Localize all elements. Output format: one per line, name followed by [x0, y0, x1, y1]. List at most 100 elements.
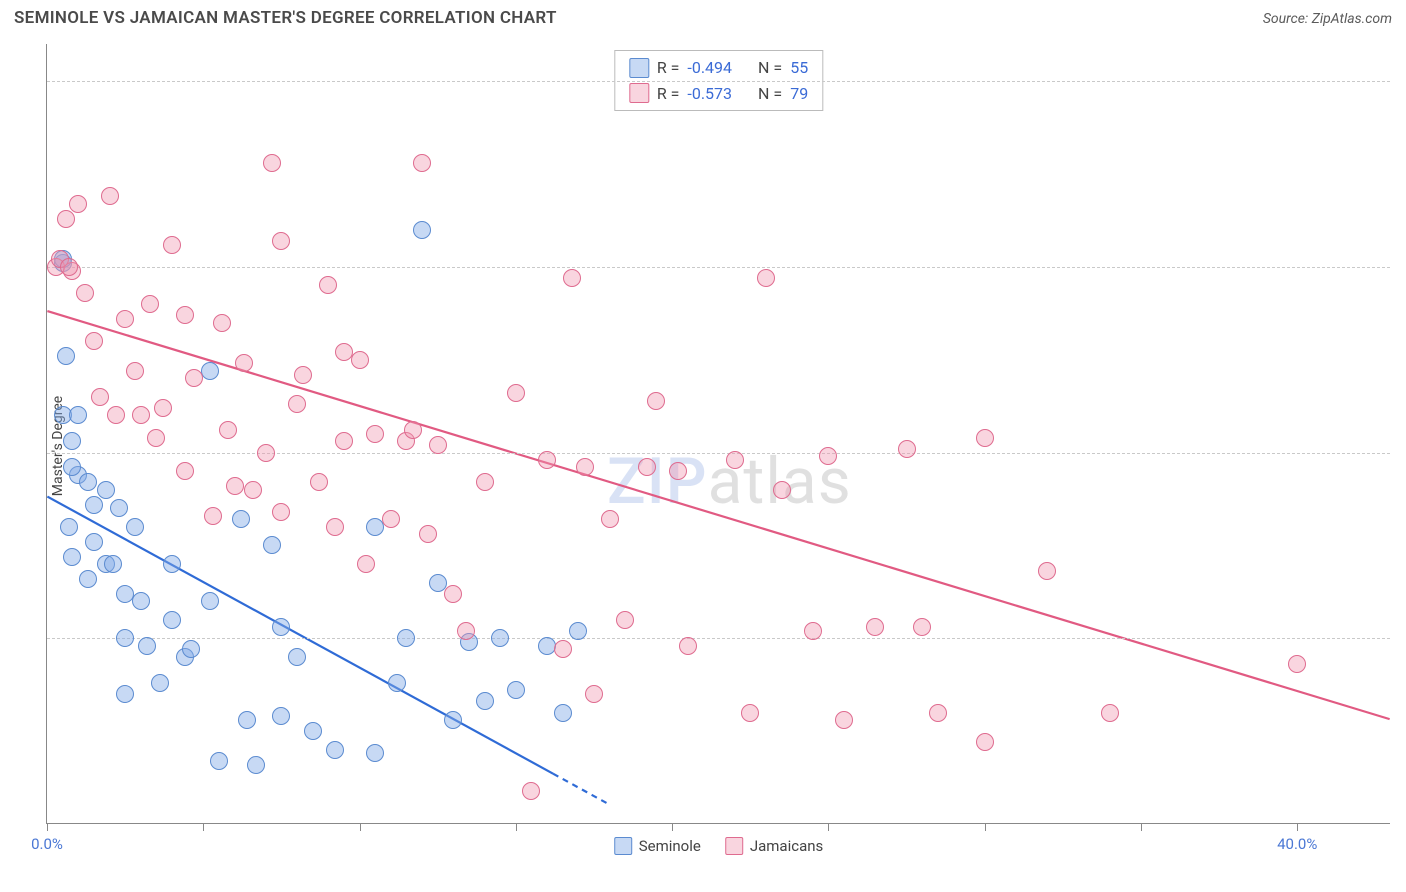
- x-tick: [985, 823, 986, 831]
- data-point-jamaicans: [457, 622, 475, 640]
- data-point-seminole: [63, 548, 81, 566]
- data-point-jamaicans: [554, 640, 572, 658]
- data-point-seminole: [238, 711, 256, 729]
- data-point-seminole: [397, 629, 415, 647]
- data-point-jamaicans: [563, 269, 581, 287]
- data-point-jamaicans: [1101, 704, 1119, 722]
- data-point-seminole: [116, 629, 134, 647]
- data-point-jamaicans: [835, 711, 853, 729]
- data-point-seminole: [85, 533, 103, 551]
- data-point-jamaicans: [213, 314, 231, 332]
- data-point-jamaicans: [226, 477, 244, 495]
- data-point-seminole: [326, 741, 344, 759]
- data-point-jamaicans: [913, 618, 931, 636]
- x-tick: [1141, 823, 1142, 831]
- r-label: R =: [657, 55, 680, 81]
- data-point-seminole: [444, 711, 462, 729]
- gridline: [47, 453, 1390, 454]
- data-point-seminole: [79, 570, 97, 588]
- data-point-jamaicans: [272, 503, 290, 521]
- data-point-seminole: [57, 347, 75, 365]
- data-point-seminole: [429, 574, 447, 592]
- y-tick-label: 10.0%: [1397, 444, 1406, 462]
- chart-title: SEMINOLE VS JAMAICAN MASTER'S DEGREE COR…: [14, 8, 557, 28]
- data-point-seminole: [116, 685, 134, 703]
- data-point-seminole: [126, 518, 144, 536]
- data-point-jamaicans: [326, 518, 344, 536]
- data-point-jamaicans: [219, 421, 237, 439]
- data-point-seminole: [288, 648, 306, 666]
- data-point-jamaicans: [101, 187, 119, 205]
- n-label: N =: [758, 55, 782, 81]
- data-point-jamaicans: [601, 510, 619, 528]
- data-point-seminole: [79, 473, 97, 491]
- data-point-jamaicans: [335, 432, 353, 450]
- data-point-jamaicans: [538, 451, 556, 469]
- data-point-jamaicans: [773, 481, 791, 499]
- data-point-seminole: [272, 707, 290, 725]
- data-point-jamaicans: [235, 354, 253, 372]
- n-value: 55: [790, 55, 808, 81]
- x-tick-label: 0.0%: [31, 835, 63, 853]
- data-point-jamaicans: [60, 258, 78, 276]
- data-point-jamaicans: [419, 525, 437, 543]
- data-point-seminole: [182, 640, 200, 658]
- legend-item-seminole: Seminole: [614, 837, 701, 855]
- data-point-jamaicans: [319, 276, 337, 294]
- data-point-seminole: [366, 744, 384, 762]
- data-point-jamaicans: [929, 704, 947, 722]
- data-point-jamaicans: [976, 733, 994, 751]
- legend-row-seminole: R =-0.494N =55: [629, 55, 808, 81]
- data-point-seminole: [138, 637, 156, 655]
- data-point-jamaicans: [263, 154, 281, 172]
- x-tick: [360, 823, 361, 831]
- data-point-jamaicans: [382, 510, 400, 528]
- x-tick-label: 40.0%: [1277, 835, 1317, 853]
- data-point-jamaicans: [147, 429, 165, 447]
- legend-item-jamaicans: Jamaicans: [725, 837, 823, 855]
- data-point-seminole: [232, 510, 250, 528]
- data-point-seminole: [507, 681, 525, 699]
- data-point-seminole: [69, 406, 87, 424]
- data-point-jamaicans: [507, 384, 525, 402]
- data-point-jamaicans: [638, 458, 656, 476]
- legend-swatch: [614, 837, 632, 855]
- data-point-seminole: [201, 592, 219, 610]
- data-point-seminole: [63, 458, 81, 476]
- data-point-seminole: [491, 629, 509, 647]
- data-point-jamaicans: [204, 507, 222, 525]
- data-point-seminole: [163, 555, 181, 573]
- data-point-seminole: [163, 611, 181, 629]
- data-point-jamaicans: [976, 429, 994, 447]
- legend-swatch: [629, 83, 649, 103]
- x-tick: [672, 823, 673, 831]
- gridline: [47, 267, 1390, 268]
- legend-row-jamaicans: R =-0.573N =79: [629, 81, 808, 107]
- source-label: Source: ZipAtlas.com: [1263, 11, 1392, 27]
- n-label: N =: [758, 81, 782, 107]
- data-point-seminole: [304, 722, 322, 740]
- y-tick-label: 5.0%: [1397, 629, 1406, 647]
- data-point-jamaicans: [741, 704, 759, 722]
- data-point-jamaicans: [69, 195, 87, 213]
- data-point-jamaicans: [647, 392, 665, 410]
- data-point-seminole: [60, 518, 78, 536]
- data-point-jamaicans: [272, 232, 290, 250]
- data-point-jamaicans: [404, 421, 422, 439]
- data-point-seminole: [201, 362, 219, 380]
- data-point-jamaicans: [335, 343, 353, 361]
- data-point-jamaicans: [132, 406, 150, 424]
- data-point-seminole: [569, 622, 587, 640]
- legend-swatch: [725, 837, 743, 855]
- x-tick: [47, 823, 48, 831]
- data-point-jamaicans: [1288, 655, 1306, 673]
- gridline: [47, 638, 1390, 639]
- data-point-jamaicans: [1038, 562, 1056, 580]
- data-point-seminole: [97, 481, 115, 499]
- data-point-seminole: [476, 692, 494, 710]
- data-point-jamaicans: [57, 210, 75, 228]
- data-point-seminole: [110, 499, 128, 517]
- data-point-jamaicans: [866, 618, 884, 636]
- data-point-jamaicans: [141, 295, 159, 313]
- series-legend: Seminole Jamaicans: [614, 837, 824, 855]
